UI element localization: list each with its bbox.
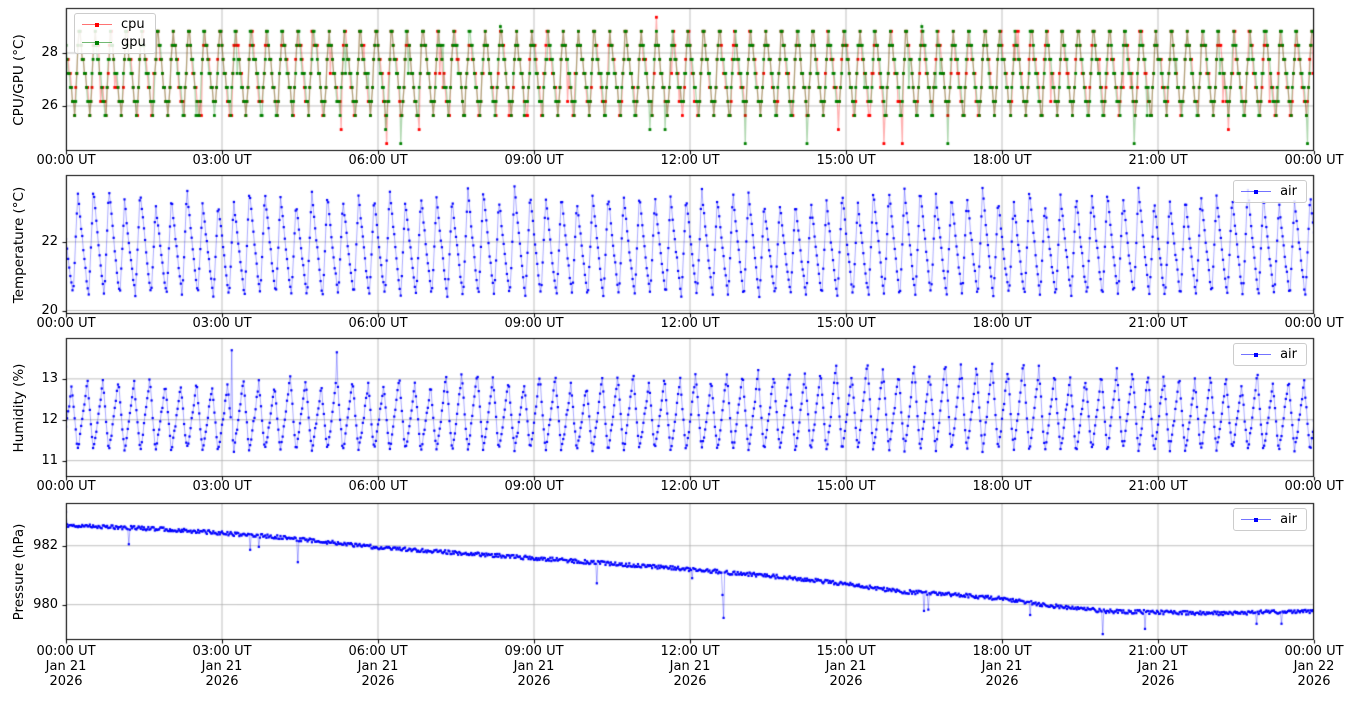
x-tick-label: 00:00 UT [1284, 153, 1344, 168]
legend-cpu-gpu: cpu gpu [74, 13, 156, 54]
x-year-label: 2026 [985, 674, 1019, 689]
x-tick-label: 06:00 UT [348, 316, 408, 331]
x-tick-label: 21:00 UT [1128, 153, 1188, 168]
x-tick-label: 18:00 UT [972, 153, 1032, 168]
x-tick-label: 06:00 UT [348, 479, 408, 494]
x-tick-label: 00:00 UT [1284, 316, 1344, 331]
legend-entry-air: air [1241, 347, 1297, 362]
legend-label-air: air [1280, 512, 1297, 527]
x-tick-label: 09:00 UT [504, 644, 564, 659]
air-line-marker-icon [1241, 187, 1272, 197]
x-tick-label: 03:00 UT [192, 644, 252, 659]
x-date-label: Jan 21 [669, 659, 711, 674]
x-date-label: Jan 21 [513, 659, 555, 674]
x-date-label: Jan 21 [357, 659, 399, 674]
x-tick-label: 09:00 UT [504, 479, 564, 494]
x-tick-label: 12:00 UT [660, 644, 720, 659]
x-year-label: 2026 [205, 674, 239, 689]
legend-temperature: air [1233, 180, 1307, 203]
y-tick-label: 11 [41, 452, 58, 468]
x-year-label: 2026 [517, 674, 551, 689]
x-year-label: 2026 [49, 674, 83, 689]
x-date-label: Jan 21 [981, 659, 1023, 674]
x-tick-label: 21:00 UT [1128, 644, 1188, 659]
legend-entry-air: air [1241, 512, 1297, 527]
x-tick-label: 21:00 UT [1128, 316, 1188, 331]
x-tick-label: 00:00 UT [1284, 479, 1344, 494]
x-tick-label: 00:00 UT [36, 479, 96, 494]
x-tick-label: 00:00 UT [1284, 644, 1344, 659]
x-date-label: Jan 21 [1137, 659, 1179, 674]
x-tick-label: 03:00 UT [192, 479, 252, 494]
y-tick-label: 22 [41, 233, 58, 249]
x-tick-label: 09:00 UT [504, 153, 564, 168]
legend-entry-cpu: cpu [82, 17, 146, 32]
y-tick-label: 980 [33, 596, 58, 612]
x-tick-label: 12:00 UT [660, 316, 720, 331]
y-tick-label: 13 [41, 370, 58, 386]
x-tick-label: 09:00 UT [504, 316, 564, 331]
x-tick-label: 00:00 UT [36, 644, 96, 659]
x-tick-label: 06:00 UT [348, 644, 408, 659]
legend-label-gpu: gpu [121, 35, 146, 50]
y-tick-label: 20 [41, 302, 58, 318]
legend-pressure: air [1233, 508, 1307, 531]
x-tick-label: 03:00 UT [192, 153, 252, 168]
y-tick-label: 982 [33, 537, 58, 553]
x-year-label: 2026 [673, 674, 707, 689]
x-tick-label: 03:00 UT [192, 316, 252, 331]
legend-label-air: air [1280, 347, 1297, 362]
x-tick-label: 12:00 UT [660, 479, 720, 494]
y-tick-label: 26 [41, 97, 58, 113]
y-tick-label: 28 [41, 45, 58, 61]
y-tick-label: 12 [41, 411, 58, 427]
x-year-label: 2026 [829, 674, 863, 689]
x-tick-label: 18:00 UT [972, 479, 1032, 494]
x-tick-label: 12:00 UT [660, 153, 720, 168]
gpu-line-marker-icon [82, 38, 112, 48]
x-tick-label: 15:00 UT [816, 644, 876, 659]
x-year-label: 2026 [361, 674, 395, 689]
x-date-label: Jan 21 [45, 659, 87, 674]
x-date-label: Jan 21 [201, 659, 243, 674]
x-year-label: 2026 [1297, 674, 1331, 689]
legend-label-cpu: cpu [121, 17, 145, 32]
x-tick-label: 00:00 UT [36, 153, 96, 168]
x-tick-label: 00:00 UT [36, 316, 96, 331]
x-tick-label: 18:00 UT [972, 316, 1032, 331]
x-tick-label: 21:00 UT [1128, 479, 1188, 494]
x-tick-label: 18:00 UT [972, 644, 1032, 659]
x-tick-label: 15:00 UT [816, 153, 876, 168]
legend-entry-gpu: gpu [82, 35, 146, 50]
legend-entry-air: air [1241, 184, 1297, 199]
legend-humidity: air [1233, 343, 1307, 366]
x-tick-label: 06:00 UT [348, 153, 408, 168]
x-tick-label: 15:00 UT [816, 316, 876, 331]
air-line-marker-icon [1241, 350, 1272, 360]
cpu-line-marker-icon [82, 20, 112, 30]
x-date-label: Jan 21 [825, 659, 867, 674]
legend-label-air: air [1280, 184, 1297, 199]
x-year-label: 2026 [1141, 674, 1175, 689]
x-tick-label: 15:00 UT [816, 479, 876, 494]
air-line-marker-icon [1241, 515, 1272, 525]
x-date-label: Jan 22 [1293, 659, 1335, 674]
